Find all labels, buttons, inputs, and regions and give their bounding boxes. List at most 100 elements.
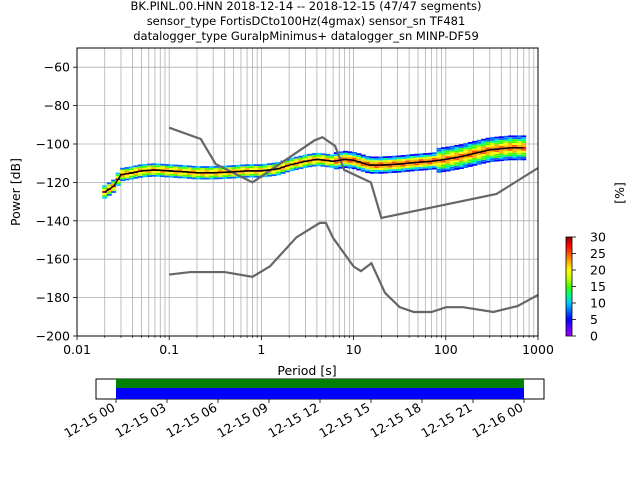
psd-bin — [409, 165, 415, 168]
psd-bin — [498, 155, 504, 158]
psd-bin — [458, 151, 464, 154]
psd-bin — [498, 153, 504, 156]
psd-bin — [351, 151, 357, 154]
psd-bin — [155, 175, 161, 177]
psd-bin — [423, 155, 429, 157]
psd-bin — [445, 167, 451, 170]
psd-bin — [414, 157, 420, 160]
psd-bin — [383, 162, 389, 164]
x-axis-label: Period [s] — [277, 363, 336, 378]
x-tick-label: 0.01 — [63, 342, 91, 357]
psd-bin — [209, 166, 215, 168]
psd-bin — [454, 168, 460, 170]
psd-bin — [106, 193, 112, 196]
psd-bin — [436, 163, 442, 166]
psd-bin — [209, 175, 215, 178]
psd-bin — [106, 190, 112, 192]
psd-bin — [449, 161, 455, 163]
psd-bin — [472, 162, 478, 164]
title-line-2: sensor_type FortisDCto100Hz(4gmax) senso… — [147, 14, 466, 28]
colorbar — [565, 236, 573, 337]
psd-bin — [472, 144, 478, 147]
psd-bin — [146, 163, 152, 166]
psd-bin — [284, 170, 290, 173]
psd-bin — [124, 168, 130, 171]
psd-bin — [155, 173, 161, 175]
psd-bin — [516, 139, 522, 142]
psd-bin — [120, 169, 126, 172]
psd-bin — [329, 164, 335, 166]
psd-bin — [436, 168, 442, 171]
psd-bin — [436, 161, 442, 164]
psd-bin — [356, 159, 362, 161]
psd-bin — [369, 171, 375, 174]
psd-bin — [146, 165, 152, 168]
psd-bin — [253, 164, 259, 167]
psd-bin — [512, 141, 518, 143]
psd-bin — [173, 176, 179, 178]
psd-bin — [472, 154, 478, 157]
psd-bin — [516, 137, 522, 140]
psd-bin — [463, 150, 469, 153]
psd-bin — [356, 166, 362, 169]
psd-bin — [142, 163, 148, 166]
psd-bin — [342, 166, 348, 169]
psd-bin — [351, 157, 357, 160]
psd-bin — [351, 167, 357, 170]
psd-bin — [235, 168, 241, 171]
psd-bin — [325, 157, 331, 160]
psd-bin — [414, 159, 420, 162]
psd-bin — [342, 164, 348, 167]
psd-bin — [222, 175, 228, 177]
psd-bin — [454, 148, 460, 151]
psd-bin — [102, 187, 108, 190]
psd-bin — [191, 177, 197, 180]
psd-bin — [249, 175, 255, 178]
psd-bin — [284, 168, 290, 171]
psd-bin — [436, 147, 442, 150]
psd-bin — [396, 157, 402, 160]
psd-bin — [463, 156, 469, 159]
psd-bin — [298, 155, 304, 158]
psd-bin — [133, 174, 139, 177]
psd-bin — [481, 144, 487, 147]
psd-bin — [391, 171, 397, 173]
psd-bin — [463, 158, 469, 161]
psd-bin — [481, 146, 487, 149]
psd-bin — [244, 173, 250, 176]
psd-bin — [146, 167, 152, 170]
psd-bin — [351, 155, 357, 158]
psd-bin — [432, 152, 438, 155]
psd-bin — [507, 137, 513, 140]
psd-bin — [182, 176, 188, 179]
psd-bin — [356, 155, 362, 157]
psd-bin — [195, 169, 201, 172]
psd-bin — [427, 168, 433, 170]
psd-bin — [405, 169, 411, 172]
psd-bin — [302, 156, 308, 159]
psd-bin — [338, 151, 344, 154]
psd-bin — [476, 149, 482, 152]
psd-bin — [494, 150, 500, 152]
psd-bin — [476, 143, 482, 146]
psd-bin — [302, 164, 308, 167]
psd-bin — [191, 167, 197, 170]
psd-bin — [369, 158, 375, 161]
psd-bin — [400, 155, 406, 157]
psd-bin — [481, 152, 487, 155]
psd-bin — [454, 158, 460, 161]
psd-bin — [240, 174, 246, 176]
psd-bin — [360, 166, 366, 168]
psd-bin — [374, 168, 380, 170]
psd-bin — [481, 138, 487, 141]
psd-bin — [521, 139, 527, 142]
psd-bin — [329, 154, 335, 157]
psd-bin — [307, 165, 313, 168]
psd-bin — [436, 155, 442, 158]
psd-bin — [213, 175, 219, 178]
psd-bin — [280, 164, 286, 167]
psd-bin — [231, 168, 237, 171]
psd-bin — [160, 165, 166, 168]
x-tick-label: 100 — [434, 342, 458, 357]
